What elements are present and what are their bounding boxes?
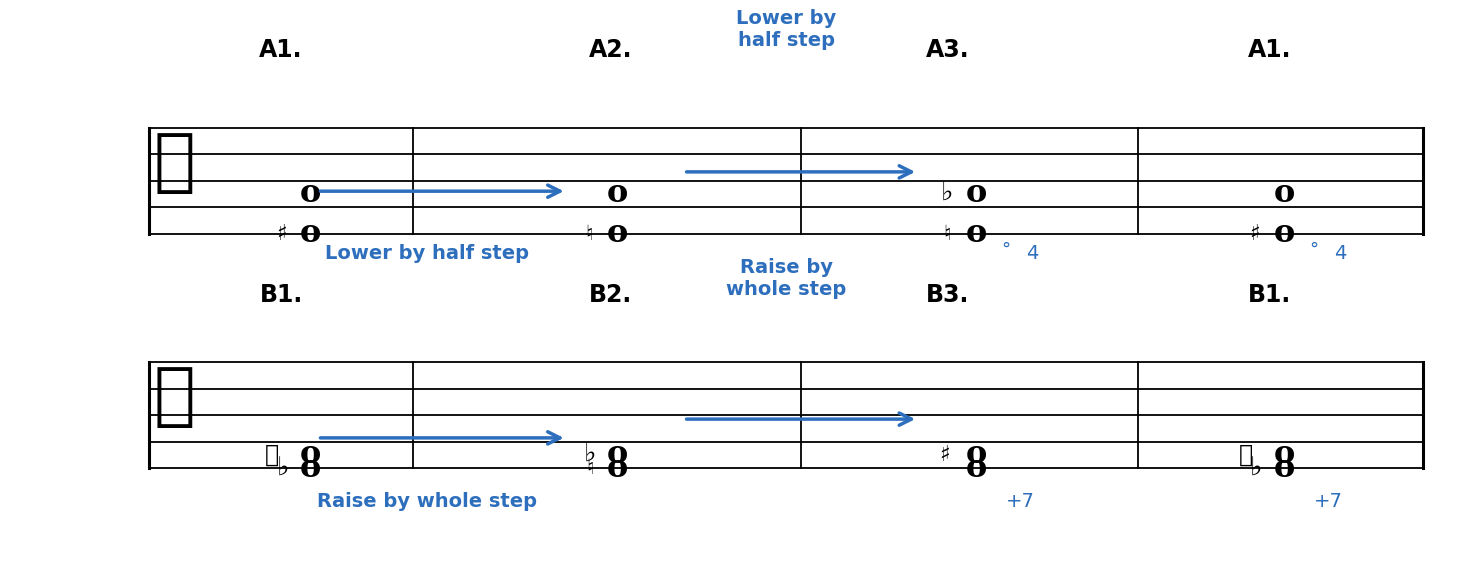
Text: ♭: ♭ [584, 442, 597, 468]
Text: ♮: ♮ [944, 224, 951, 244]
Text: o: o [966, 178, 988, 209]
Text: Lower by
half step: Lower by half step [736, 10, 836, 50]
Text: o: o [1273, 218, 1295, 249]
Text: ♭: ♭ [941, 181, 954, 207]
Text: ♮: ♮ [585, 224, 592, 244]
Text: 𝄞: 𝄞 [153, 363, 196, 430]
Text: B2.: B2. [589, 283, 632, 307]
Text: o: o [607, 452, 629, 484]
Text: Raise by whole step: Raise by whole step [318, 492, 538, 511]
Text: ♯: ♯ [276, 224, 287, 244]
Text: Raise by
whole step: Raise by whole step [726, 258, 847, 299]
Text: o: o [300, 439, 320, 471]
Text: o: o [300, 452, 320, 484]
Text: o: o [607, 439, 629, 471]
Text: A3.: A3. [926, 38, 969, 62]
Text: 𝄞: 𝄞 [153, 129, 196, 196]
Text: A2.: A2. [589, 38, 632, 62]
Text: +7: +7 [1314, 492, 1342, 511]
Text: 𝄫: 𝄫 [265, 443, 279, 467]
Text: B1.: B1. [1248, 283, 1291, 307]
Text: ♭: ♭ [1250, 455, 1263, 481]
Text: ♯: ♯ [1250, 224, 1260, 244]
Text: ♭: ♭ [276, 455, 288, 481]
Text: B3.: B3. [926, 283, 969, 307]
Text: ♯: ♯ [939, 445, 950, 465]
Text: +7: +7 [1005, 492, 1035, 511]
Text: °: ° [1308, 240, 1319, 259]
Text: ♮: ♮ [587, 458, 594, 478]
Text: 4: 4 [1333, 244, 1347, 263]
Text: °: ° [1001, 240, 1010, 259]
Text: o: o [607, 178, 629, 209]
Text: o: o [966, 452, 988, 484]
Text: o: o [1273, 178, 1295, 209]
Text: o: o [966, 218, 988, 249]
Text: 𝄫: 𝄫 [1239, 443, 1252, 467]
Text: A1.: A1. [1248, 38, 1291, 62]
Text: 4: 4 [1026, 244, 1038, 263]
Text: o: o [1273, 439, 1295, 471]
Text: A1.: A1. [259, 38, 303, 62]
Text: o: o [300, 218, 320, 249]
Text: o: o [966, 439, 988, 471]
Text: o: o [300, 178, 320, 209]
Text: o: o [607, 218, 629, 249]
Text: Lower by half step: Lower by half step [325, 244, 529, 263]
Text: o: o [1273, 452, 1295, 484]
Text: B1.: B1. [259, 283, 303, 307]
